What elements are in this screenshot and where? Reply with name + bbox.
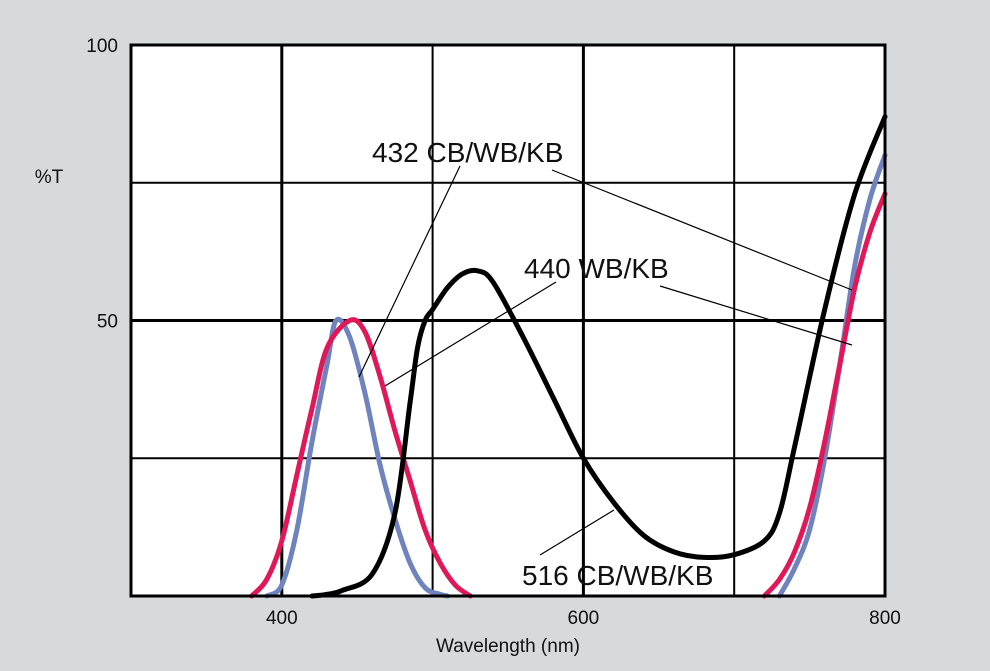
- y-tick-label: 100: [86, 36, 118, 57]
- x-tick-label: 400: [266, 608, 298, 629]
- annotation-leader: [551, 169, 853, 291]
- plot-frame: [129, 43, 887, 598]
- annotation-leader: [384, 281, 557, 387]
- series-label: 432 CB/WB/KB: [372, 137, 563, 168]
- grid-lines: [131, 45, 885, 596]
- series-label: 516 CB/WB/KB: [522, 560, 713, 591]
- annotation-leaders: [358, 165, 853, 556]
- series-line-1: [249, 317, 473, 599]
- x-tick-label: 600: [568, 608, 600, 629]
- x-axis-label: Wavelength (nm): [436, 636, 580, 657]
- series-line-1: [761, 191, 888, 599]
- series-label: 440 WB/KB: [524, 253, 669, 284]
- annotation-leader: [358, 165, 461, 378]
- series-annotations: 432 CB/WB/KB 440 WB/KB 516 CB/WB/KB: [372, 137, 713, 591]
- annotation-leader: [659, 285, 853, 346]
- y-axis-label: %T: [35, 167, 64, 188]
- series-line-2: [309, 114, 888, 599]
- x-tick-labels: 400 600 800: [266, 608, 901, 629]
- y-tick-labels: 50 100: [86, 36, 118, 333]
- y-tick-label: 50: [97, 312, 118, 333]
- annotation-leader: [539, 509, 615, 556]
- series-curves: [249, 114, 888, 599]
- series-line-0: [264, 316, 451, 599]
- x-tick-label: 800: [869, 608, 901, 629]
